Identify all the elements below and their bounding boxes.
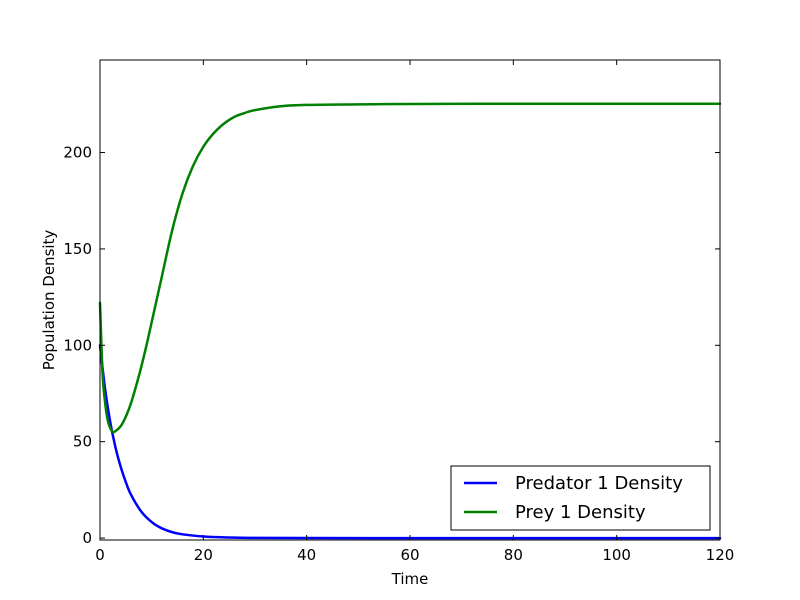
y-tick-label: 0 — [82, 529, 92, 547]
legend: Predator 1 Density Prey 1 Density — [450, 465, 711, 531]
plot-area — [100, 60, 720, 540]
y-axis-label: Population Density — [40, 230, 58, 371]
series-line-2 — [98, 102, 722, 434]
x-tick-label: 80 — [504, 546, 523, 564]
y-tick-label: 150 — [63, 240, 92, 258]
y-tick-label: 50 — [73, 433, 92, 451]
ticks-layer: 0 20 40 60 80 100 120 0 50 100 150 200 — [63, 60, 734, 564]
legend-box — [450, 465, 711, 531]
y-tick-label: 100 — [63, 336, 92, 354]
legend-label-2: Prey 1 Density — [515, 502, 646, 523]
series-layer — [98, 102, 722, 540]
x-tick-label: 40 — [297, 546, 316, 564]
legend-label-1: Predator 1 Density — [515, 473, 683, 494]
x-axis-label: Time — [391, 570, 429, 588]
x-tick-label: 20 — [194, 546, 213, 564]
x-tick-label: 0 — [95, 546, 105, 564]
series-line-1 — [98, 344, 722, 540]
x-tick-label: 60 — [400, 546, 419, 564]
x-tick-label: 120 — [706, 546, 735, 564]
x-tick-label: 100 — [602, 546, 631, 564]
y-tick-label: 200 — [63, 144, 92, 162]
